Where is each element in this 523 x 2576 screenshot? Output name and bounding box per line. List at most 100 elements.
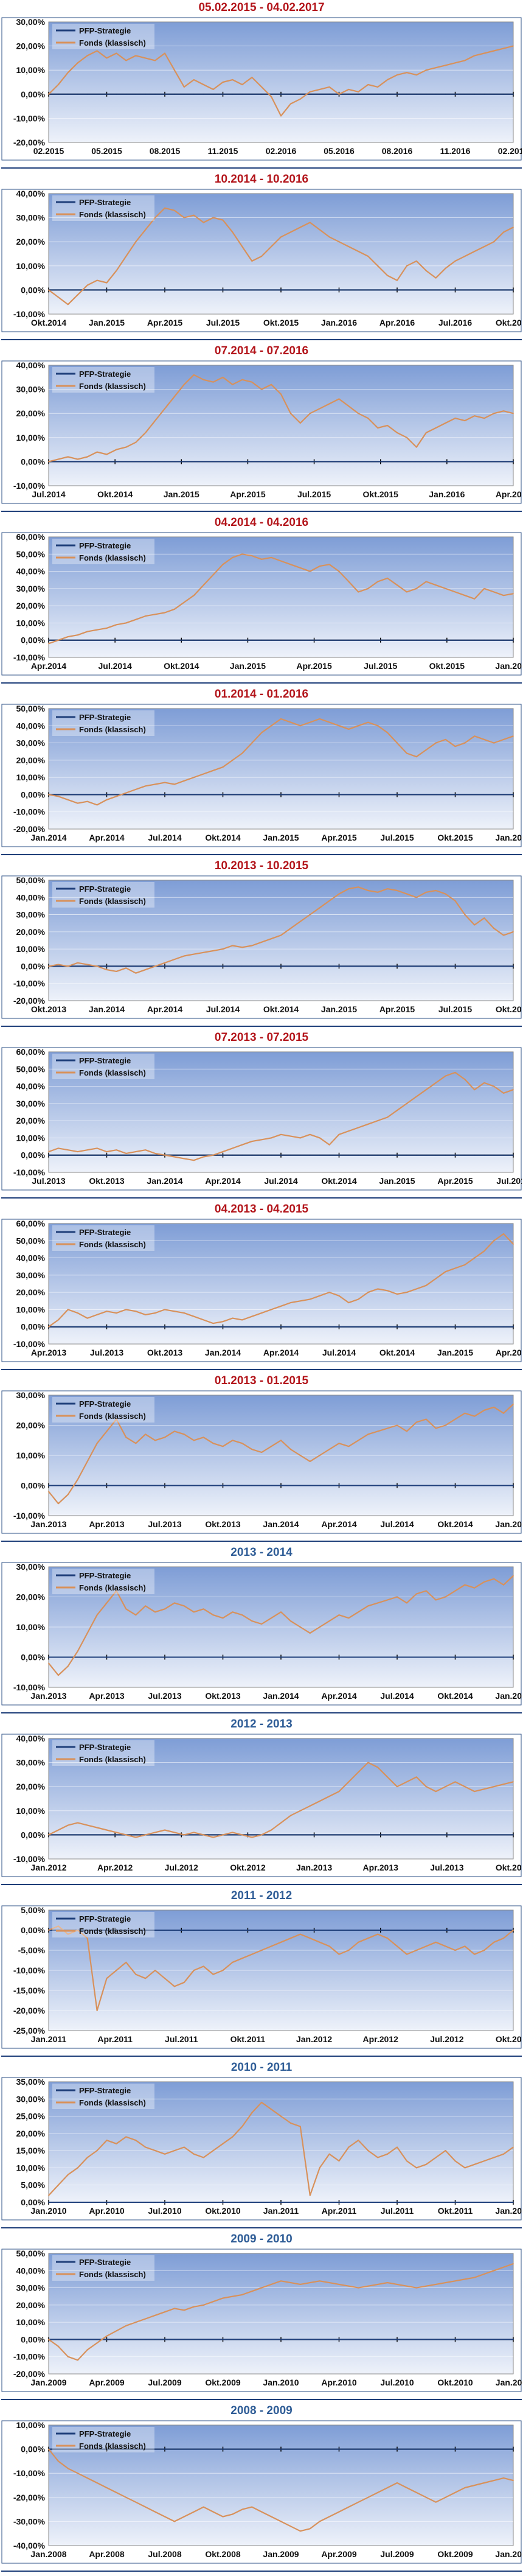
data-point-pfp xyxy=(251,1154,253,1156)
data-point-fonds xyxy=(241,84,243,85)
data-point-pfp xyxy=(387,794,388,796)
data-point-fonds xyxy=(280,2521,282,2522)
legend-label-fonds: Fonds (klassisch) xyxy=(79,1583,146,1592)
x-tick-label: Jan.2015 xyxy=(89,318,125,327)
data-point-pfp xyxy=(454,1930,456,1931)
data-point-fonds xyxy=(397,1293,398,1295)
data-point-fonds xyxy=(299,2530,301,2532)
data-point-fonds xyxy=(328,2282,330,2283)
data-point-pfp xyxy=(415,289,417,291)
data-point-pfp xyxy=(348,93,350,95)
data-point-pfp xyxy=(174,2448,175,2450)
chart-title: 04.2013 - 04.2015 xyxy=(214,1203,309,1216)
x-tick-label: Jul.2015 xyxy=(364,661,397,671)
data-point-fonds xyxy=(483,2482,485,2483)
y-tick-label: 50,00% xyxy=(16,1064,46,1074)
legend-box xyxy=(52,2255,154,2281)
plot-area xyxy=(48,2424,514,2546)
data-point-fonds xyxy=(212,1154,214,1156)
data-point-pfp xyxy=(96,2339,98,2340)
data-point-pfp xyxy=(319,1930,320,1931)
data-point-fonds xyxy=(116,1149,117,1151)
data-point-pfp xyxy=(193,1485,195,1486)
x-tick-label: Jul.2015 xyxy=(380,833,414,842)
y-tick-label: 30,00% xyxy=(16,2094,46,2104)
x-tick-label: Okt.2014 xyxy=(31,318,67,327)
data-point-pfp xyxy=(435,1834,437,1836)
data-point-fonds xyxy=(203,2157,204,2158)
data-point-pfp xyxy=(377,2448,379,2450)
data-point-pfp xyxy=(232,1930,234,1931)
data-point-pfp xyxy=(106,461,108,463)
chart-title: 04.2014 - 04.2016 xyxy=(214,516,309,529)
data-point-pfp xyxy=(203,1930,204,1931)
x-tick-label: Jan.2012 xyxy=(296,2034,332,2044)
data-point-pfp xyxy=(125,1485,127,1486)
data-point-fonds xyxy=(77,1650,78,1652)
data-point-pfp xyxy=(271,1930,272,1931)
data-point-fonds xyxy=(174,959,175,961)
data-point-fonds xyxy=(251,1953,253,1955)
data-point-pfp xyxy=(77,1154,78,1156)
data-point-pfp xyxy=(299,1656,301,1658)
data-point-pfp xyxy=(96,639,98,641)
data-point-pfp xyxy=(125,2339,127,2340)
chart-title: 2011 - 2012 xyxy=(230,1889,293,1902)
x-tick-label: Okt.2014 xyxy=(164,661,199,671)
data-point-pfp xyxy=(377,461,379,463)
data-point-fonds xyxy=(106,1602,108,1604)
data-point-pfp xyxy=(309,1485,311,1486)
data-point-fonds xyxy=(358,251,359,252)
data-point-fonds xyxy=(387,732,388,733)
data-point-pfp xyxy=(125,965,127,967)
y-tick-label: -30,00% xyxy=(13,2516,46,2526)
data-point-pfp xyxy=(77,2202,78,2203)
data-point-pfp xyxy=(116,639,117,641)
data-point-pfp xyxy=(503,1930,504,1931)
data-point-pfp xyxy=(261,2202,263,2203)
data-point-pfp xyxy=(135,461,137,463)
data-point-fonds xyxy=(415,2491,417,2493)
data-point-fonds xyxy=(261,941,263,943)
data-point-pfp xyxy=(77,965,78,967)
chart-svg: 35,00%30,00%25,00%20,00%15,00%10,00%5,00… xyxy=(1,2077,522,2221)
data-point-fonds xyxy=(319,1295,320,1297)
data-point-fonds xyxy=(77,1822,78,1824)
data-point-fonds xyxy=(464,60,466,61)
data-point-fonds xyxy=(377,2157,379,2158)
data-point-fonds xyxy=(193,2306,195,2308)
data-point-fonds xyxy=(154,420,156,421)
data-point-fonds xyxy=(280,718,282,719)
data-point-pfp xyxy=(415,1326,417,1328)
data-point-pfp xyxy=(387,965,388,967)
data-point-fonds xyxy=(299,1137,301,1139)
data-point-pfp xyxy=(96,794,98,796)
data-point-fonds xyxy=(96,279,98,281)
data-point-fonds xyxy=(174,1986,175,1987)
data-point-fonds xyxy=(348,1950,350,1951)
data-point-fonds xyxy=(203,1608,204,1610)
data-point-pfp xyxy=(116,1154,117,1156)
data-point-fonds xyxy=(154,217,156,219)
data-point-fonds xyxy=(493,1941,495,1943)
data-point-pfp xyxy=(464,93,466,95)
data-point-fonds xyxy=(358,1941,359,1943)
data-point-fonds xyxy=(299,1300,301,1302)
x-tick-label: Jan.2010 xyxy=(495,2549,522,2559)
data-point-pfp xyxy=(183,289,185,291)
data-point-pfp xyxy=(464,2339,466,2340)
data-point-pfp xyxy=(222,1154,224,1156)
data-point-pfp xyxy=(232,1485,234,1486)
data-point-fonds xyxy=(454,62,456,64)
data-point-fonds xyxy=(464,420,466,421)
x-tick-label: Okt.2010 xyxy=(437,2378,473,2387)
data-point-fonds xyxy=(328,721,330,723)
data-point-pfp xyxy=(299,1326,301,1328)
data-point-fonds xyxy=(483,1082,485,1083)
chart-panel: 2012 - 2013 40,00% 30,00% 20,00% 10,00% 0,00%… xyxy=(1,1717,522,1885)
data-point-fonds xyxy=(164,1309,165,1311)
data-point-pfp xyxy=(125,2448,127,2450)
x-tick-label: Apr.2008 xyxy=(89,2549,125,2559)
